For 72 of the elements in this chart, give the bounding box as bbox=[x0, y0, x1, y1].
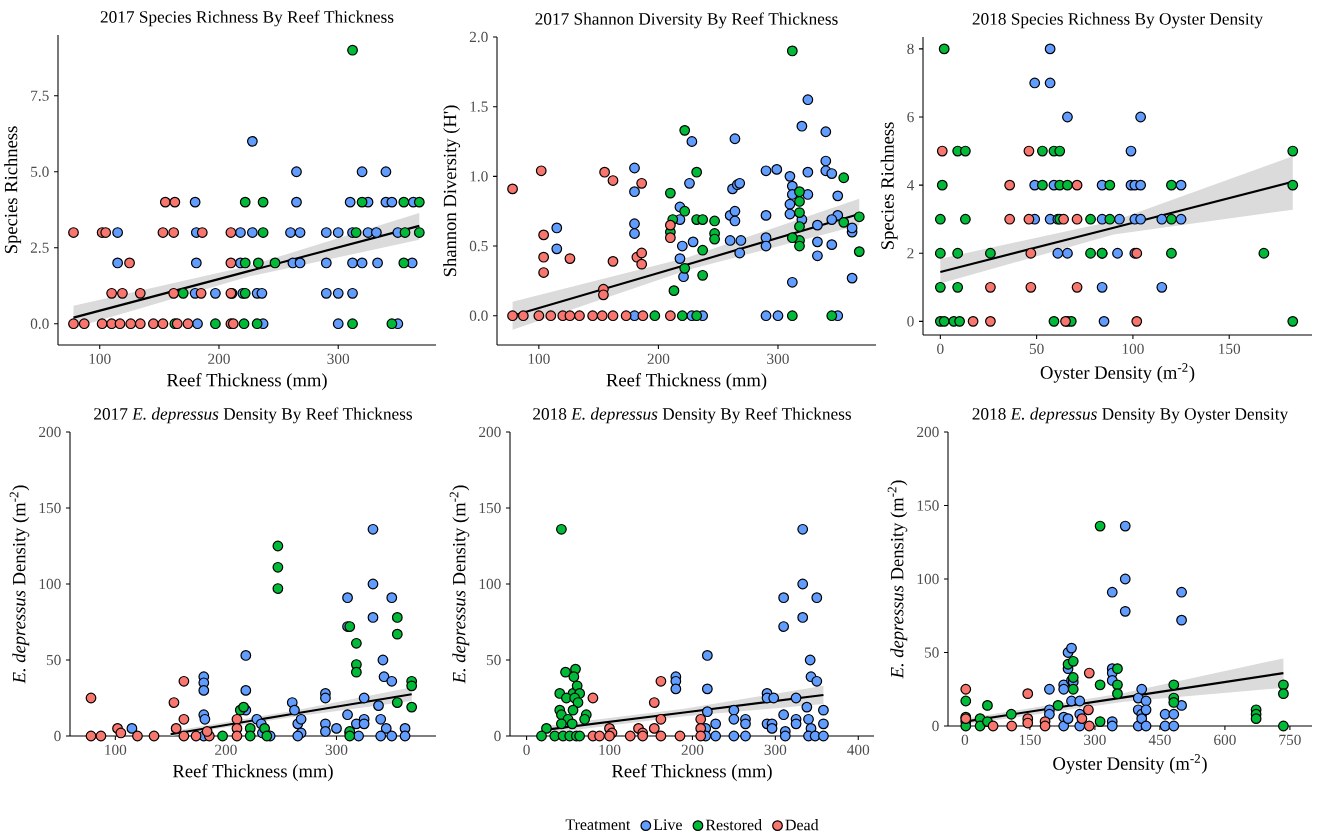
x-tick-label: 100 bbox=[1122, 343, 1144, 354]
x-tick-label: 200 bbox=[215, 744, 237, 755]
y-tick-label: 1.0 bbox=[470, 171, 488, 182]
y-tick-label: 100 bbox=[917, 573, 939, 585]
x-tick-label: 300 bbox=[767, 353, 789, 364]
x-tick-label: 0 bbox=[523, 744, 530, 755]
chart-title: 2017 Shannon Diversity By Reef Thickness bbox=[535, 12, 838, 29]
y-tick-label: 1.5 bbox=[470, 101, 488, 112]
y-tick-label: 2 bbox=[907, 248, 914, 259]
legend-label: Dead bbox=[785, 819, 819, 831]
x-tick-label: 300 bbox=[1084, 734, 1106, 745]
y-tick-label: 2.5 bbox=[30, 242, 49, 253]
y-tick-label: 0 bbox=[907, 316, 914, 327]
x-tick-label: 600 bbox=[1214, 734, 1236, 745]
y-tick-label: 5.0 bbox=[31, 166, 49, 177]
x-tick-label: 100 bbox=[105, 744, 127, 755]
y-tick-label: 150 bbox=[39, 502, 61, 514]
y-tick-label: 0 bbox=[932, 720, 939, 732]
legend-label: Live bbox=[653, 819, 682, 831]
x-axis-title: Oyster Density (m$^{-2}$) bbox=[1053, 754, 1207, 774]
x-tick-label: 50 bbox=[1029, 343, 1044, 354]
chart-title: 2018 E. depressus Density By Oyster Density bbox=[972, 407, 1289, 424]
x-axis-title: Oyster Density (m$^{-2}$) bbox=[1040, 363, 1195, 383]
y-axis-title: E. depressus Density (m$^{-2}$) bbox=[887, 480, 908, 679]
y-tick-label: 4 bbox=[906, 180, 915, 191]
y-tick-label: 100 bbox=[39, 578, 61, 590]
y-tick-label: 8 bbox=[907, 43, 914, 55]
x-tick-label: 300 bbox=[764, 744, 787, 755]
chart-title: 2018 E. depressus Density By Reef Thickness bbox=[533, 407, 852, 424]
y-axis-title: Shannon Diversity (H') bbox=[443, 105, 461, 277]
x-tick-label: 0 bbox=[961, 734, 969, 745]
chart-title: 2018 Species Richness By Oyster Density bbox=[972, 12, 1263, 29]
x-tick-label: 300 bbox=[325, 744, 348, 755]
x-axis-title: Reef Thickness (mm) bbox=[606, 373, 767, 391]
x-tick-label: 200 bbox=[208, 353, 230, 364]
x-tick-label: 750 bbox=[1279, 734, 1301, 745]
x-tick-label: 150 bbox=[1219, 343, 1241, 354]
y-tick-label: 150 bbox=[917, 500, 939, 511]
y-tick-label: 200 bbox=[39, 426, 61, 438]
legend-label: Restored bbox=[705, 819, 762, 831]
x-axis-title: Reef Thickness (mm) bbox=[611, 764, 772, 782]
y-tick-label: 0.5 bbox=[469, 240, 488, 252]
chart-title: 2017 E. depressus Density By Reef Thickness bbox=[94, 407, 413, 424]
y-tick-label: 6 bbox=[907, 111, 914, 123]
y-tick-label: 2.0 bbox=[469, 31, 488, 43]
y-tick-label: 200 bbox=[917, 426, 939, 438]
x-tick-label: 100 bbox=[599, 744, 621, 755]
x-tick-label: 200 bbox=[647, 353, 670, 364]
y-axis-title: Species Richness bbox=[880, 122, 898, 250]
x-tick-label: 150 bbox=[1019, 734, 1041, 745]
x-tick-label: 450 bbox=[1148, 734, 1171, 745]
x-axis-title: Reef Thickness (mm) bbox=[172, 764, 333, 782]
y-tick-label: 50 bbox=[486, 654, 501, 666]
chart-title: 2017 Species Richness By Reef Thickness bbox=[100, 10, 394, 27]
y-axis-title: E. depressus Density (m$^{-2}$) bbox=[449, 485, 470, 684]
x-tick-label: 100 bbox=[528, 353, 550, 364]
y-axis-title: E. depressus Density (m$^{-2}$) bbox=[9, 485, 30, 684]
y-tick-label: 150 bbox=[479, 502, 501, 514]
y-axis-title: Species Richness bbox=[4, 126, 22, 254]
x-tick-label: 200 bbox=[681, 744, 704, 755]
y-tick-label: 0.0 bbox=[469, 310, 488, 321]
y-tick-label: 50 bbox=[46, 654, 61, 666]
y-tick-label: 50 bbox=[924, 647, 939, 658]
y-tick-label: 200 bbox=[479, 426, 501, 438]
x-axis-title: Reef Thickness (mm) bbox=[166, 373, 327, 391]
y-tick-label: 7.5 bbox=[31, 90, 49, 101]
x-tick-label: 400 bbox=[847, 744, 870, 755]
legend-title: Treatment bbox=[565, 819, 631, 830]
x-tick-label: 100 bbox=[89, 353, 111, 364]
x-tick-label: 300 bbox=[327, 353, 350, 364]
y-tick-label: 100 bbox=[479, 578, 501, 590]
y-tick-label: 0.0 bbox=[30, 318, 49, 329]
